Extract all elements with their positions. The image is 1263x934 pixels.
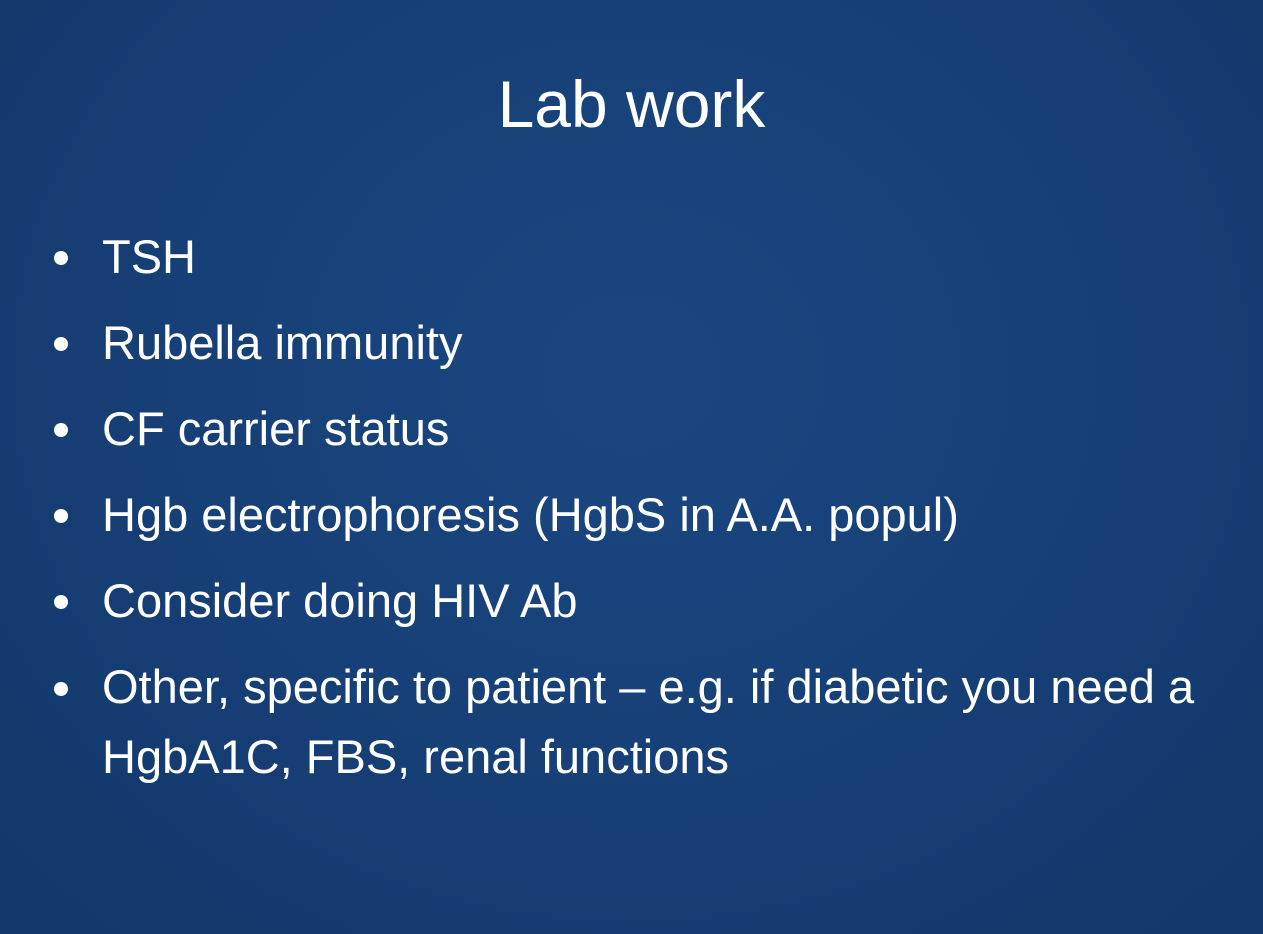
bullet-item: Consider doing HIV Ab [50,558,1240,644]
bullet-dot-icon [54,595,68,609]
slide-title: Lab work [497,67,766,141]
bullet-item: TSH [50,214,1240,300]
bullet-text: CF carrier status [102,402,450,455]
bullet-text: Hgb electrophoresis (HgbS in A.A. popul) [102,488,959,541]
bullet-item: CF carrier status [50,386,1240,472]
bullet-item: Rubella immunity [50,300,1240,386]
bullet-dot-icon [54,423,68,437]
bullet-text: Other, specific to patient – e.g. if dia… [102,660,1195,783]
bullet-dot-icon [54,337,68,351]
bullet-dot-icon [54,682,68,696]
bullet-dot-icon [54,251,68,265]
bullet-item: Hgb electrophoresis (HgbS in A.A. popul) [50,472,1240,558]
bullet-text: Rubella immunity [102,316,463,369]
bullet-dot-icon [54,509,68,523]
bullet-text: TSH [102,230,196,283]
bullet-text: Consider doing HIV Ab [102,574,578,627]
bullet-list: TSH Rubella immunity CF carrier status H… [50,214,1240,792]
bullet-item: Other, specific to patient – e.g. if dia… [50,644,1240,792]
